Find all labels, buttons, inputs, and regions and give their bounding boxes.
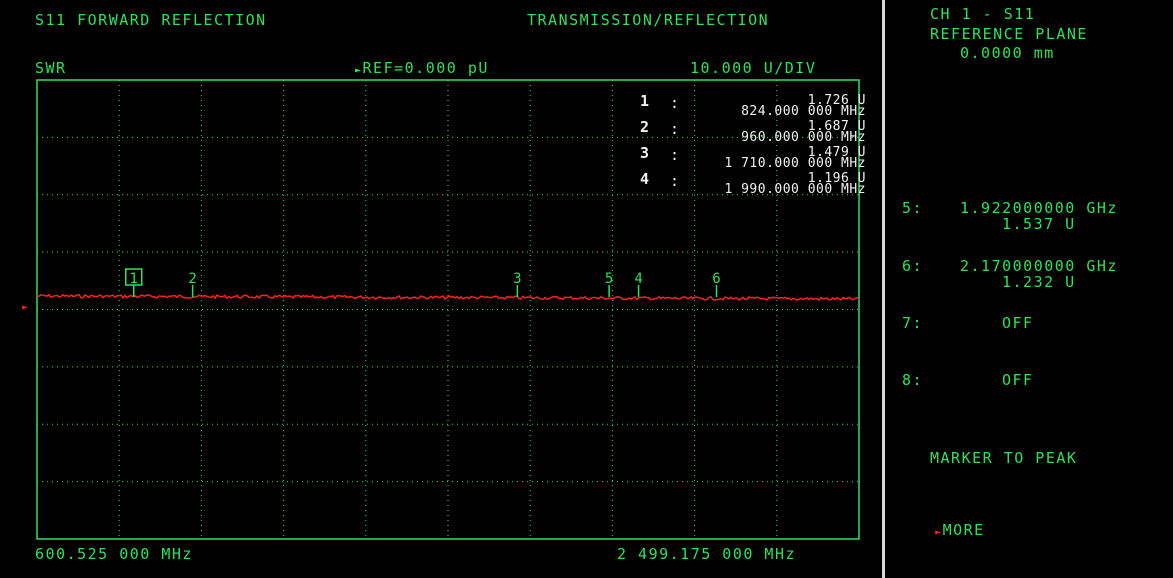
marker8-label: 8:: [902, 371, 924, 389]
ref-position-arrow-icon: ►: [22, 302, 30, 313]
readout-number: 3: [640, 144, 651, 162]
trace-marker-5: 5: [605, 271, 613, 297]
graticule: [36, 79, 860, 540]
trace-marker-4: 4: [634, 271, 643, 297]
marker-readout-table: 1 : 1.726 U 824.000 000 MHz 2 : 1.687 U …: [628, 93, 866, 197]
readout-sep: :: [670, 120, 681, 138]
readout-freq: 960.000 000 MHz: [741, 130, 866, 145]
reference-value: ►REF=0.000 pU: [355, 60, 489, 79]
readout-sep: :: [670, 94, 681, 112]
readout-sep: :: [670, 146, 681, 164]
panel-separator: [882, 0, 885, 578]
readout-value: 1.687 U: [807, 119, 866, 134]
marker-readout-2: 2 : 1.687 U 960.000 000 MHz: [628, 119, 866, 145]
ref-arrow-icon: ►: [355, 65, 363, 76]
readout-value: 1.479 U: [807, 145, 866, 160]
format-label: SWR: [35, 59, 67, 77]
trace-marker-2: 2: [188, 271, 197, 297]
marker7-state: OFF: [1002, 314, 1034, 332]
reference-text: REF=0.000 pU: [362, 59, 489, 77]
marker-to-peak-softkey[interactable]: MARKER TO PEAK: [930, 449, 1078, 467]
marker6-frequency: 2.170000000 GHz: [960, 257, 1118, 275]
marker-label: 6: [712, 271, 720, 287]
start-frequency: 600.525 000 MHz: [35, 545, 193, 563]
channel-label: CH 1 - S11: [930, 5, 1036, 23]
reference-plane-label: REFERENCE PLANE: [930, 25, 1088, 43]
readout-value: 1.196 U: [807, 171, 866, 186]
stop-frequency: 2 499.175 000 MHz: [617, 545, 797, 563]
readout-number: 2: [640, 118, 651, 136]
readout-freq: 824.000 000 MHz: [741, 104, 866, 119]
trace-marker-3: 3: [513, 271, 522, 297]
more-arrow-icon: ►: [935, 527, 943, 538]
marker-label: 1: [130, 271, 138, 287]
reference-plane-value: 0.0000 mm: [960, 44, 1055, 62]
readout-freq: 1 710.000 000 MHz: [724, 156, 866, 171]
marker-readout-4: 4 : 1.196 U 1 990.000 000 MHz: [628, 171, 866, 197]
trace-markers: 1 2 3 5 4 6: [125, 268, 721, 297]
trace-line: [36, 293, 860, 302]
readout-number: 4: [640, 170, 651, 188]
marker-label: 2: [188, 271, 196, 287]
readout-freq: 1 990.000 000 MHz: [724, 182, 866, 197]
marker5-value: 1.537 U: [1002, 215, 1076, 233]
marker-label: 4: [634, 271, 642, 287]
marker-label: 3: [513, 271, 521, 287]
readout-number: 1: [640, 92, 651, 110]
trace-marker-6: 6: [712, 271, 721, 297]
readout-sep: :: [670, 172, 681, 190]
marker5-label: 5:: [902, 199, 924, 217]
trace-marker-1: 1: [125, 268, 143, 297]
marker7-label: 7:: [902, 314, 924, 332]
marker-label: 5: [605, 271, 613, 287]
marker5-frequency: 1.922000000 GHz: [960, 199, 1118, 217]
more-softkey[interactable]: ►MORE: [914, 506, 985, 541]
active-marker-box: [125, 268, 143, 286]
more-label: MORE: [942, 521, 985, 539]
mode-title: TRANSMISSION/REFLECTION: [527, 11, 770, 29]
trace-plot: 1 2 3 5 4 6: [36, 79, 860, 540]
marker-readout-1: 1 : 1.726 U 824.000 000 MHz: [628, 93, 866, 119]
marker6-value: 1.232 U: [1002, 273, 1076, 291]
marker-readout-3: 3 : 1.479 U 1 710.000 000 MHz: [628, 145, 866, 171]
scale-value: 10.000 U/DIV: [690, 59, 817, 77]
marker6-label: 6:: [902, 257, 924, 275]
marker8-state: OFF: [1002, 371, 1034, 389]
measurement-title: S11 FORWARD REFLECTION: [35, 11, 267, 29]
readout-value: 1.726 U: [807, 93, 866, 108]
